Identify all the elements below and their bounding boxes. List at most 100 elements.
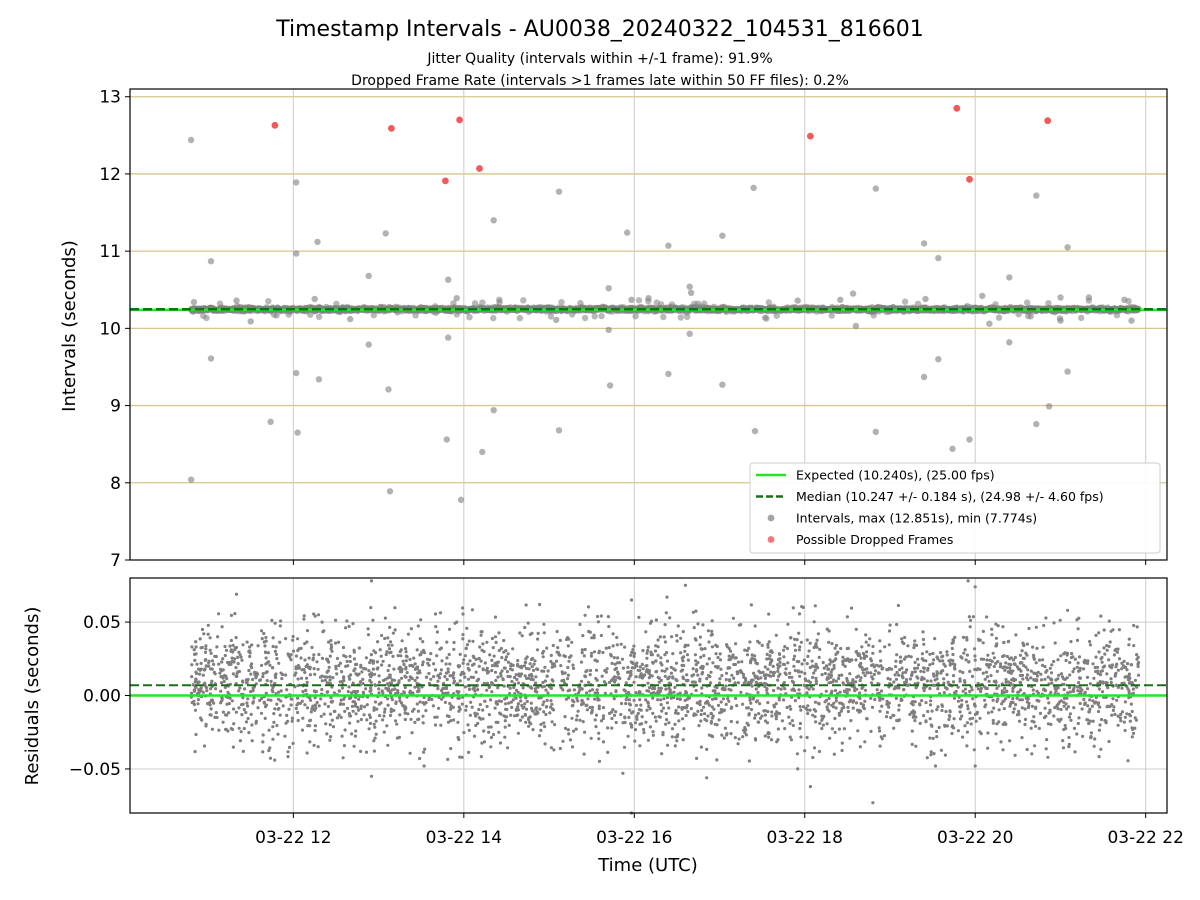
residual-point bbox=[224, 648, 229, 653]
residual-point bbox=[1123, 715, 1127, 719]
residual-point bbox=[812, 746, 817, 750]
residual-point bbox=[1072, 726, 1077, 731]
residual-point bbox=[771, 664, 775, 669]
residual-point bbox=[339, 698, 343, 702]
residual-point bbox=[1099, 614, 1103, 618]
residual-point bbox=[563, 715, 567, 719]
interval-point bbox=[216, 300, 224, 307]
residual-point bbox=[845, 691, 849, 695]
residual-point bbox=[579, 679, 584, 683]
residual-point bbox=[1034, 625, 1038, 629]
residual-point bbox=[681, 738, 685, 742]
residual-point bbox=[830, 642, 834, 646]
residual-point bbox=[951, 638, 955, 642]
residual-point bbox=[500, 656, 504, 660]
residual-point bbox=[231, 745, 235, 749]
residual-point bbox=[518, 631, 522, 635]
y-tick-label: 10 bbox=[99, 319, 121, 339]
residual-point bbox=[337, 640, 341, 644]
residual-point bbox=[965, 653, 970, 657]
residual-point bbox=[921, 630, 925, 634]
residual-point bbox=[1063, 723, 1067, 728]
residual-point bbox=[654, 659, 658, 663]
residual-point bbox=[474, 670, 478, 674]
residual-point bbox=[996, 660, 1000, 664]
residual-point bbox=[985, 615, 989, 619]
residual-point bbox=[803, 677, 807, 681]
residual-point bbox=[380, 689, 384, 693]
residual-point bbox=[610, 726, 614, 730]
residual-point bbox=[967, 615, 972, 619]
residual-point bbox=[206, 632, 210, 636]
interval-outlier-point bbox=[852, 322, 860, 330]
interval-outlier-point bbox=[190, 298, 198, 306]
residual-point bbox=[1097, 755, 1101, 759]
residual-point bbox=[588, 673, 592, 677]
residual-point bbox=[802, 658, 807, 662]
residual-point bbox=[616, 675, 620, 680]
residual-point bbox=[577, 691, 581, 695]
residual-point bbox=[932, 658, 936, 662]
residual-point bbox=[458, 755, 462, 759]
residual-point bbox=[1119, 719, 1123, 723]
residual-point bbox=[590, 651, 594, 655]
residual-point bbox=[398, 699, 402, 703]
residual-point bbox=[931, 651, 935, 656]
residual-point bbox=[317, 704, 321, 708]
residual-point bbox=[703, 712, 707, 716]
residual-point bbox=[275, 702, 279, 706]
residual-point bbox=[920, 652, 925, 656]
residual-point bbox=[347, 624, 351, 629]
residual-point bbox=[483, 661, 487, 665]
residual-point bbox=[930, 724, 934, 728]
residual-point bbox=[487, 730, 491, 734]
residual-point bbox=[1077, 681, 1081, 685]
residual-point bbox=[512, 685, 516, 690]
residual-point bbox=[877, 726, 881, 730]
residual-point bbox=[305, 751, 309, 755]
interval-outlier-point bbox=[443, 436, 450, 443]
residual-point bbox=[328, 675, 332, 679]
residual-point bbox=[391, 631, 395, 635]
residual-point bbox=[525, 707, 529, 711]
residual-point bbox=[937, 725, 941, 730]
residual-point bbox=[219, 689, 223, 693]
interval-outlier-point bbox=[315, 376, 323, 383]
residual-point bbox=[424, 675, 428, 679]
residual-point bbox=[1018, 698, 1022, 702]
residual-point bbox=[632, 680, 636, 684]
residual-point bbox=[640, 722, 644, 726]
residual-point bbox=[320, 656, 325, 661]
residual-point bbox=[1101, 665, 1105, 669]
residual-point bbox=[963, 724, 967, 728]
residual-point bbox=[493, 615, 498, 619]
residual-point bbox=[840, 748, 844, 753]
interval-outlier-point bbox=[1057, 294, 1064, 301]
residual-point bbox=[902, 657, 907, 661]
residual-point bbox=[793, 699, 798, 703]
residual-point bbox=[365, 703, 369, 707]
residual-point bbox=[710, 716, 715, 720]
residual-point bbox=[271, 725, 275, 729]
residual-point bbox=[563, 726, 568, 731]
residual-point bbox=[951, 674, 956, 678]
residual-point bbox=[567, 732, 571, 736]
residual-point bbox=[1025, 673, 1030, 677]
residual-point bbox=[534, 707, 538, 711]
residual-point bbox=[223, 644, 227, 649]
residual-point bbox=[628, 708, 632, 712]
residual-point bbox=[335, 656, 340, 661]
residual-point bbox=[430, 697, 434, 702]
residual-point bbox=[710, 629, 714, 634]
residual-point bbox=[352, 657, 357, 661]
residual-point bbox=[205, 689, 209, 693]
residual-point bbox=[812, 620, 816, 624]
residual-point bbox=[421, 660, 425, 664]
residual-point bbox=[270, 688, 274, 692]
residual-point bbox=[204, 647, 208, 651]
residual-point bbox=[436, 679, 440, 683]
residual-point bbox=[407, 678, 411, 682]
residual-point bbox=[646, 648, 650, 653]
residual-point bbox=[325, 732, 329, 736]
residual-point bbox=[734, 696, 738, 701]
